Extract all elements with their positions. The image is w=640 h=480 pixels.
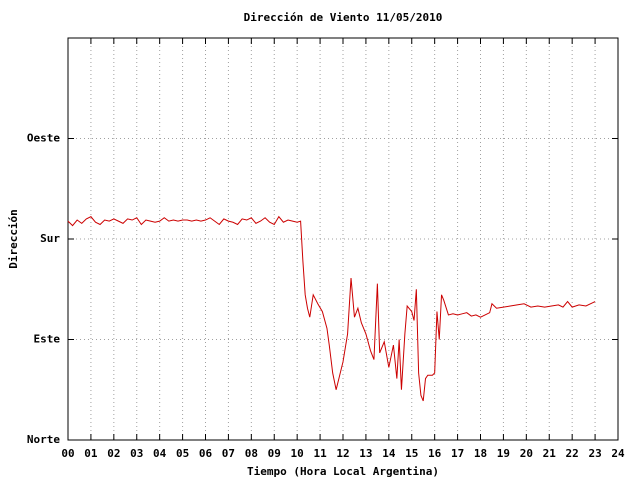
x-tick-label: 20: [520, 447, 533, 460]
x-tick-label: 24: [611, 447, 625, 460]
x-tick-label: 04: [153, 447, 167, 460]
x-tick-label: 13: [359, 447, 372, 460]
data-line: [67, 215, 596, 402]
y-axis-label: Dirección: [7, 209, 20, 269]
x-tick-label: 09: [268, 447, 281, 460]
y-tick-label: Norte: [27, 433, 60, 446]
x-tick-label: 17: [451, 447, 464, 460]
x-tick-label: 18: [474, 447, 487, 460]
x-tick-label: 07: [222, 447, 235, 460]
x-tick-label: 00: [61, 447, 74, 460]
x-tick-label: 03: [130, 447, 143, 460]
x-tick-label: 16: [428, 447, 442, 460]
x-tick-label: 22: [566, 447, 579, 460]
y-tick-label: Este: [34, 333, 61, 346]
y-tick-label: Sur: [40, 232, 60, 245]
x-tick-label: 11: [313, 447, 327, 460]
x-tick-label: 02: [107, 447, 120, 460]
x-tick-label: 05: [176, 447, 189, 460]
x-tick-label: 14: [382, 447, 396, 460]
x-tick-label: 12: [336, 447, 349, 460]
x-tick-label: 15: [405, 447, 418, 460]
chart-title: Dirección de Viento 11/05/2010: [244, 11, 443, 24]
x-tick-label: 10: [291, 447, 304, 460]
x-tick-label: 19: [497, 447, 510, 460]
x-tick-label: 08: [245, 447, 258, 460]
x-tick-label: 21: [543, 447, 557, 460]
x-tick-label: 06: [199, 447, 213, 460]
x-tick-label: 23: [588, 447, 601, 460]
x-tick-label: 01: [84, 447, 98, 460]
y-tick-label: Oeste: [27, 132, 60, 145]
plot-frame: [67, 37, 619, 441]
x-axis-label: Tiempo (Hora Local Argentina): [247, 465, 439, 478]
